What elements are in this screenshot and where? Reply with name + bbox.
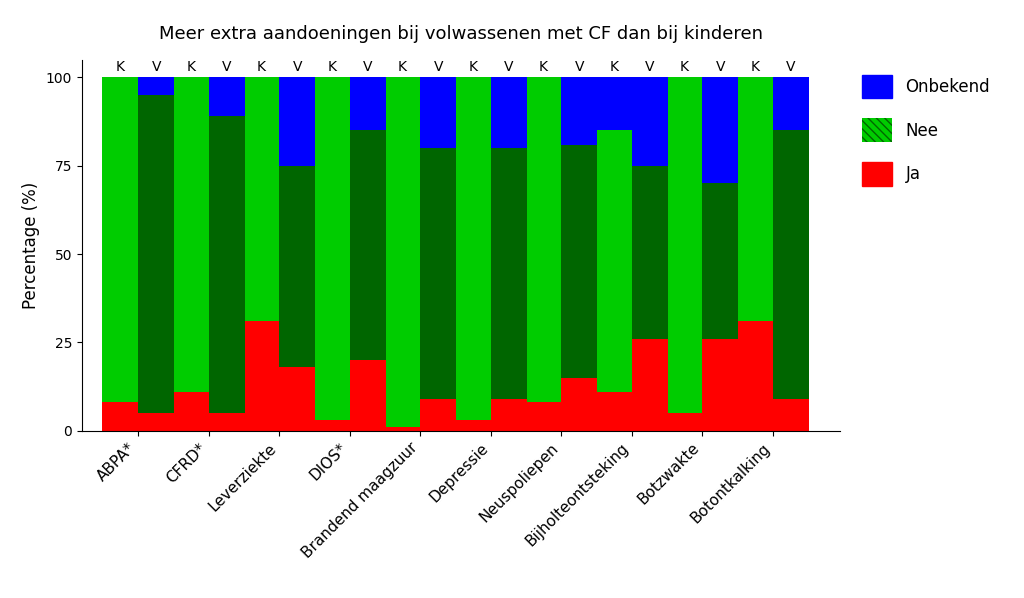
- Bar: [561, 377, 597, 431]
- Text: V: V: [786, 60, 796, 74]
- Bar: [384, 78, 421, 427]
- Bar: [350, 360, 386, 431]
- Text: K: K: [257, 60, 266, 74]
- Text: K: K: [469, 60, 477, 74]
- Bar: [596, 78, 632, 130]
- Text: K: K: [186, 60, 196, 74]
- Text: V: V: [293, 60, 302, 74]
- Bar: [702, 184, 738, 338]
- Bar: [384, 427, 421, 431]
- Bar: [737, 321, 773, 431]
- Bar: [173, 392, 209, 431]
- Bar: [667, 78, 702, 413]
- Bar: [667, 413, 702, 431]
- Bar: [596, 130, 632, 392]
- Bar: [773, 399, 809, 431]
- Text: V: V: [222, 60, 231, 74]
- Bar: [138, 413, 174, 431]
- Text: K: K: [751, 60, 760, 74]
- Bar: [421, 399, 457, 431]
- Bar: [632, 338, 668, 431]
- Bar: [314, 78, 350, 420]
- Text: K: K: [609, 60, 618, 74]
- Text: K: K: [116, 60, 125, 74]
- Bar: [455, 420, 490, 431]
- Bar: [702, 78, 738, 184]
- Text: V: V: [716, 60, 725, 74]
- Bar: [421, 78, 457, 148]
- Bar: [490, 78, 526, 148]
- Bar: [525, 402, 561, 431]
- Bar: [209, 78, 245, 116]
- Bar: [455, 78, 490, 420]
- Bar: [561, 78, 597, 145]
- Bar: [632, 78, 668, 166]
- Bar: [244, 321, 280, 431]
- Bar: [561, 145, 597, 377]
- Bar: [280, 166, 315, 367]
- Text: K: K: [328, 60, 337, 74]
- Bar: [421, 148, 457, 399]
- Text: V: V: [433, 60, 443, 74]
- Text: K: K: [539, 60, 548, 74]
- Bar: [596, 392, 632, 431]
- Bar: [702, 338, 738, 431]
- Bar: [209, 116, 245, 413]
- Bar: [138, 78, 174, 95]
- Bar: [773, 130, 809, 399]
- Bar: [280, 367, 315, 431]
- Bar: [773, 78, 809, 130]
- Title: Meer extra aandoeningen bij volwassenen met CF dan bij kinderen: Meer extra aandoeningen bij volwassenen …: [159, 25, 763, 43]
- Text: V: V: [152, 60, 161, 74]
- Text: K: K: [680, 60, 689, 74]
- Bar: [737, 78, 773, 321]
- Bar: [490, 399, 526, 431]
- Bar: [632, 166, 668, 338]
- Text: V: V: [645, 60, 654, 74]
- Bar: [102, 78, 138, 402]
- Bar: [350, 78, 386, 130]
- Text: V: V: [504, 60, 514, 74]
- Bar: [209, 413, 245, 431]
- Bar: [244, 78, 280, 321]
- Text: K: K: [398, 60, 407, 74]
- Bar: [173, 78, 209, 392]
- Bar: [138, 95, 174, 413]
- Bar: [525, 78, 561, 402]
- Bar: [350, 130, 386, 360]
- Text: V: V: [364, 60, 373, 74]
- Bar: [314, 420, 350, 431]
- Bar: [490, 148, 526, 399]
- Bar: [280, 78, 315, 166]
- Legend: Onbekend, Nee, Ja: Onbekend, Nee, Ja: [856, 68, 997, 192]
- Y-axis label: Percentage (%): Percentage (%): [23, 182, 40, 309]
- Bar: [102, 402, 138, 431]
- Text: V: V: [574, 60, 584, 74]
